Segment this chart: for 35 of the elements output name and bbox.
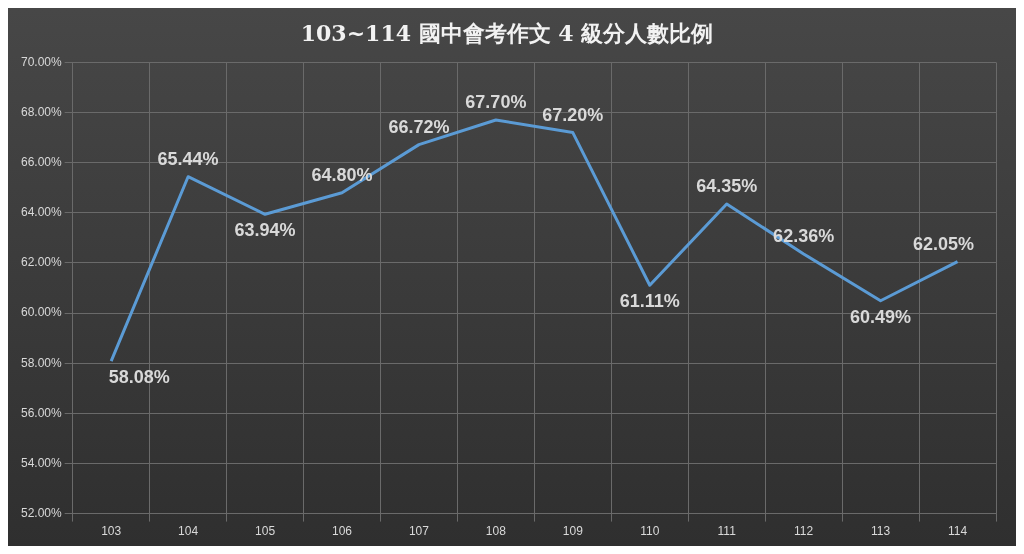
y-tick-label: 52.00%	[21, 505, 63, 520]
x-tick-label: 113	[871, 524, 891, 539]
x-tick-label: 106	[331, 524, 353, 539]
data-label: 62.05%	[913, 233, 975, 254]
x-tick-label: 110	[640, 524, 660, 539]
x-tick-label: 112	[794, 524, 814, 539]
y-tick-label: 64.00%	[21, 205, 63, 220]
data-label: 60.49%	[850, 306, 912, 327]
data-label: 64.35%	[696, 176, 758, 196]
y-tick-label: 68.00%	[21, 104, 63, 119]
x-tick-label: 111	[717, 524, 737, 539]
y-tick-label: 62.00%	[21, 255, 63, 270]
data-label: 67.20%	[542, 104, 604, 125]
x-tick-label: 104	[178, 524, 199, 539]
x-tick-label: 109	[562, 524, 584, 539]
x-tick-label: 107	[408, 524, 430, 539]
x-tick-label: 114	[947, 524, 968, 539]
data-label: 67.70%	[465, 92, 527, 113]
y-tick-label: 60.00%	[21, 305, 63, 320]
data-label: 64.80%	[311, 164, 373, 185]
chart-title: 103~114 國中會考作文 4 級分人數比例	[300, 19, 714, 46]
y-tick-label: 58.00%	[21, 355, 63, 370]
x-tick-label: 105	[255, 524, 276, 539]
y-tick-label: 70.00%	[21, 54, 63, 69]
x-tick-label: 103	[101, 524, 122, 539]
data-label: 65.44%	[157, 148, 219, 169]
data-label: 62.36%	[773, 225, 835, 246]
y-tick-label: 56.00%	[21, 405, 63, 420]
data-label: 66.72%	[388, 116, 450, 137]
y-tick-label: 54.00%	[21, 455, 63, 470]
x-tick-label: 108	[485, 524, 507, 539]
y-tick-label: 66.00%	[21, 154, 63, 169]
data-label: 61.11%	[619, 291, 680, 312]
data-label: 58.08%	[108, 367, 170, 388]
data-label: 63.94%	[234, 220, 296, 241]
